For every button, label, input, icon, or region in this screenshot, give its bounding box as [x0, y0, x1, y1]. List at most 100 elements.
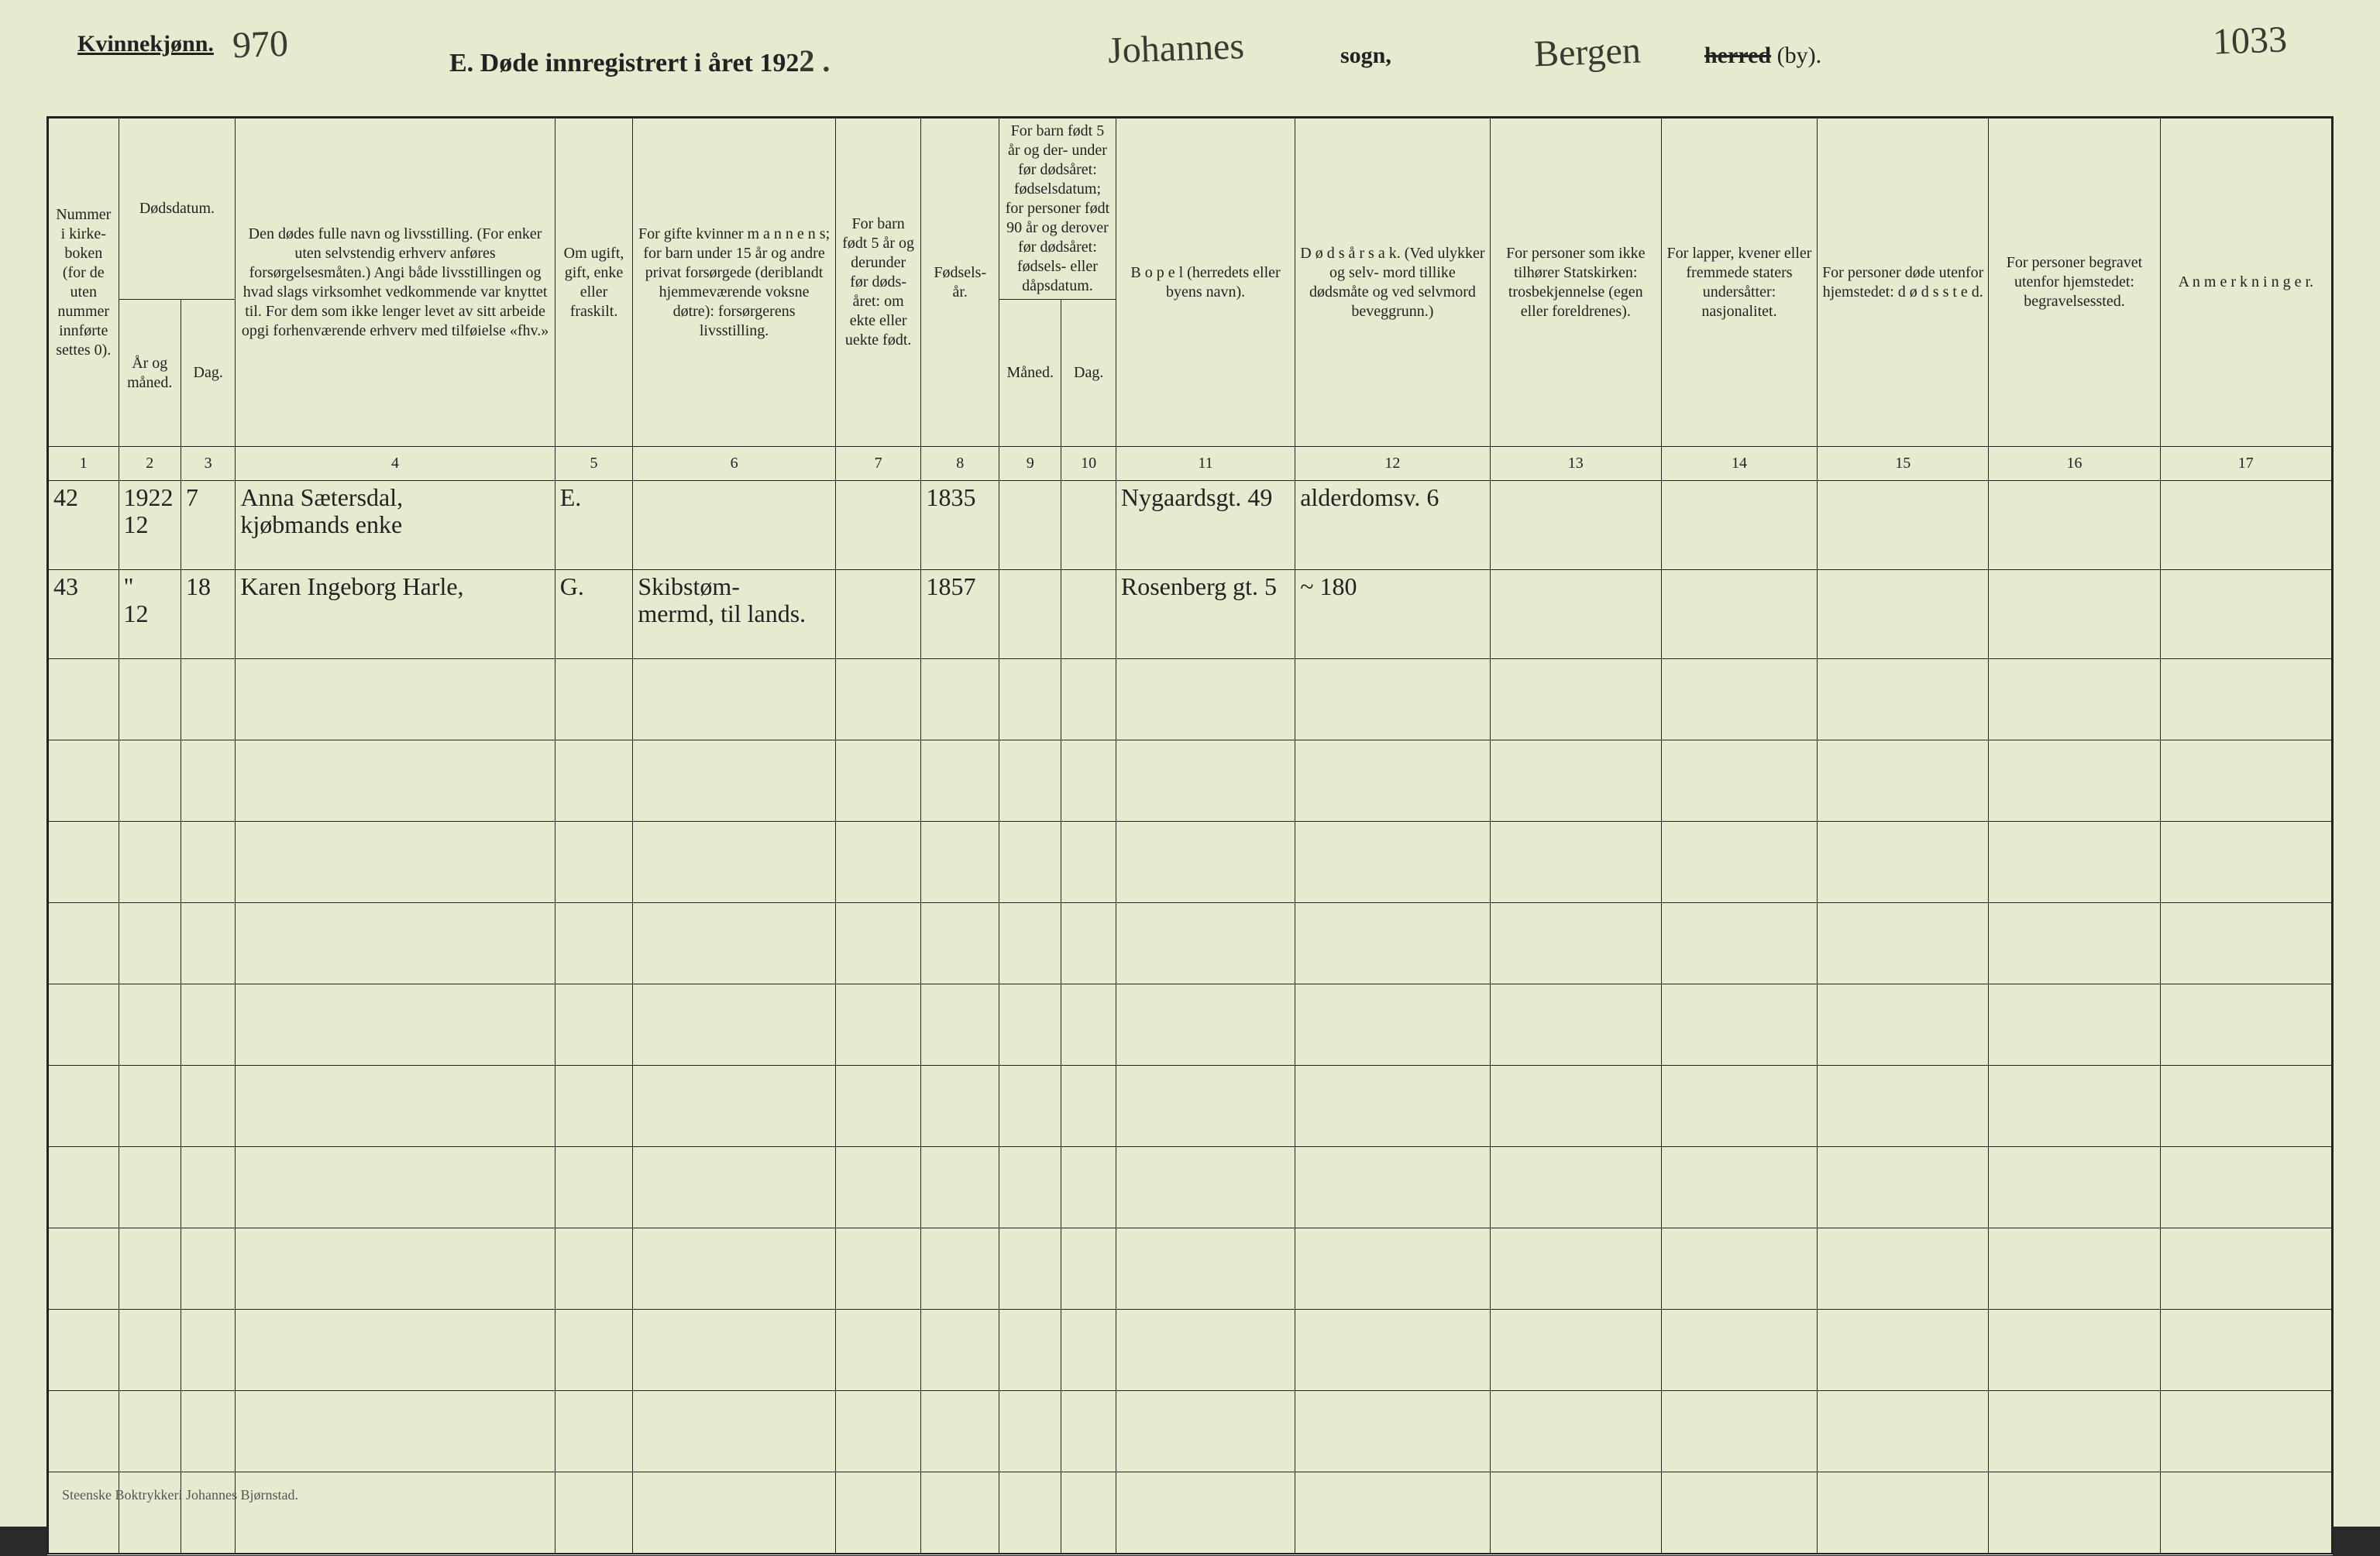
cell-name: Anna Sætersdal, kjøbmands enke — [236, 481, 555, 570]
col-14-header: For lapper, kvener eller fremmede stater… — [1661, 119, 1817, 447]
cell-day: 18 — [181, 570, 235, 659]
table-row — [49, 822, 2332, 903]
col-12-header: D ø d s å r s a k. (Ved ulykker og selv-… — [1295, 119, 1490, 447]
cell-status: E. — [555, 481, 633, 570]
colnum: 3 — [181, 447, 235, 481]
register-title: E. Døde innregistrert i året 1922 . — [449, 43, 830, 79]
herred-value: Bergen — [1533, 29, 1642, 76]
cell-c13 — [1490, 481, 1661, 570]
cell-legit — [835, 481, 921, 570]
cell-birth-m — [999, 570, 1061, 659]
cell-num: 43 — [49, 570, 119, 659]
title-prefix: E. Døde innregistrert i året 192 — [449, 49, 799, 77]
table-body: 42 1922 12 7 Anna Sætersdal, kjøbmands e… — [49, 481, 2332, 1554]
table-row — [49, 903, 2332, 984]
table-row: 42 1922 12 7 Anna Sætersdal, kjøbmands e… — [49, 481, 2332, 570]
cell-cause: alderdomsv. 6 — [1295, 481, 1490, 570]
col-8-header: Fødsels- år. — [921, 119, 999, 447]
ledger-page: Kvinnekjønn. 970 E. Døde innregistrert i… — [0, 0, 2380, 1527]
col-7-header: For barn født 5 år og derunder før døds-… — [835, 119, 921, 447]
colnum: 8 — [921, 447, 999, 481]
cell-c17 — [2160, 570, 2331, 659]
col-6-header: For gifte kvinner m a n n e n s; for bar… — [633, 119, 836, 447]
cell-residence: Nygaardsgt. 49 — [1116, 481, 1295, 570]
cell-c16 — [1989, 570, 2160, 659]
cell-status: G. — [555, 570, 633, 659]
col-4-header: Den dødes fulle navn og livsstilling. (F… — [236, 119, 555, 447]
col-13-header: For personer som ikke tilhører Statskirk… — [1490, 119, 1661, 447]
cell-birth-year: 1835 — [921, 481, 999, 570]
col-16-header: For personer begravet utenfor hjemstedet… — [1989, 119, 2160, 447]
col-2b-header: Dag. — [181, 300, 235, 447]
colnum: 1 — [49, 447, 119, 481]
cell-c13 — [1490, 570, 1661, 659]
col-1-header: Nummer i kirke- boken (for de uten numme… — [49, 119, 119, 447]
printer-footer: Steenske Boktrykkeri Johannes Bjørnstad. — [62, 1487, 298, 1503]
colnum: 17 — [2160, 447, 2331, 481]
colnum: 2 — [119, 447, 181, 481]
column-numbers-row: 1 2 3 4 5 6 7 8 9 10 11 12 13 14 15 16 1 — [49, 447, 2332, 481]
cell-c17 — [2160, 481, 2331, 570]
colnum: 10 — [1061, 447, 1116, 481]
ledger-table: Nummer i kirke- boken (for de uten numme… — [48, 118, 2332, 1554]
colnum: 15 — [1818, 447, 1989, 481]
col-9a-header: Måned. — [999, 300, 1061, 447]
table-row — [49, 1228, 2332, 1310]
top-left-number: 970 — [232, 22, 289, 67]
ledger-table-wrap: Nummer i kirke- boken (for de uten numme… — [46, 116, 2334, 1556]
cell-year-month: 1922 12 — [119, 481, 181, 570]
col-2a-header: År og måned. — [119, 300, 181, 447]
colnum: 13 — [1490, 447, 1661, 481]
col-5-header: Om ugift, gift, enke eller fraskilt. — [555, 119, 633, 447]
cell-cause: ~ 180 — [1295, 570, 1490, 659]
table-row — [49, 1310, 2332, 1391]
colnum: 4 — [236, 447, 555, 481]
sogn-value: Johannes — [1107, 25, 1245, 72]
cell-c16 — [1989, 481, 2160, 570]
table-row — [49, 984, 2332, 1066]
cell-c14 — [1661, 481, 1817, 570]
cell-legit — [835, 570, 921, 659]
table-head: Nummer i kirke- boken (for de uten numme… — [49, 119, 2332, 481]
colnum: 7 — [835, 447, 921, 481]
sogn-label: sogn, — [1340, 43, 1391, 69]
cell-c15 — [1818, 481, 1989, 570]
cell-birth-year: 1857 — [921, 570, 999, 659]
cell-residence: Rosenberg gt. 5 — [1116, 570, 1295, 659]
colnum: 6 — [633, 447, 836, 481]
herred-label: herred (by). — [1704, 43, 1821, 69]
table-row — [49, 1066, 2332, 1147]
col-2-top-header: Dødsdatum. — [119, 119, 236, 300]
table-row — [49, 1391, 2332, 1472]
colnum: 14 — [1661, 447, 1817, 481]
col-15-header: For personer døde utenfor hjemstedet: d … — [1818, 119, 1989, 447]
table-row — [49, 1147, 2332, 1228]
cell-birth-m — [999, 481, 1061, 570]
cell-name: Karen Ingeborg Harle, — [236, 570, 555, 659]
cell-spouse — [633, 481, 836, 570]
col-9b-header: Dag. — [1061, 300, 1116, 447]
year-suffix: 2 . — [799, 43, 830, 78]
cell-spouse: Skibstøm- mermd, til lands. — [633, 570, 836, 659]
cell-birth-d — [1061, 570, 1116, 659]
gender-label: Kvinnekjønn. — [77, 31, 214, 57]
cell-c15 — [1818, 570, 1989, 659]
table-row: 43 " 12 18 Karen Ingeborg Harle, G. Skib… — [49, 570, 2332, 659]
table-row — [49, 659, 2332, 740]
cell-year-month: " 12 — [119, 570, 181, 659]
colnum: 5 — [555, 447, 633, 481]
herred-strike: herred — [1704, 43, 1771, 68]
cell-c14 — [1661, 570, 1817, 659]
table-row — [49, 1472, 2332, 1554]
cell-birth-d — [1061, 481, 1116, 570]
colnum: 12 — [1295, 447, 1490, 481]
cell-day: 7 — [181, 481, 235, 570]
colnum: 11 — [1116, 447, 1295, 481]
table-row — [49, 740, 2332, 822]
col-17-header: A n m e r k n i n g e r. — [2160, 119, 2331, 447]
colnum: 16 — [1989, 447, 2160, 481]
top-right-number: 1033 — [2212, 18, 2288, 63]
col-9-top-header: For barn født 5 år og der- under før død… — [999, 119, 1116, 300]
colnum: 9 — [999, 447, 1061, 481]
col-11-header: B o p e l (herredets eller byens navn). — [1116, 119, 1295, 447]
